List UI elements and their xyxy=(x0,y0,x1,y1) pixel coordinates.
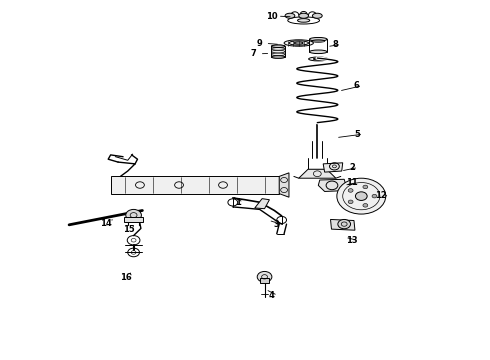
Circle shape xyxy=(337,178,386,214)
Text: 6: 6 xyxy=(353,81,359,90)
Polygon shape xyxy=(124,217,144,222)
Ellipse shape xyxy=(310,37,327,41)
Polygon shape xyxy=(279,173,289,197)
Text: 9: 9 xyxy=(257,39,263,48)
Ellipse shape xyxy=(271,48,285,50)
Ellipse shape xyxy=(271,45,285,48)
Polygon shape xyxy=(331,220,355,230)
Ellipse shape xyxy=(313,13,322,18)
Ellipse shape xyxy=(271,56,285,58)
Polygon shape xyxy=(299,169,336,178)
Circle shape xyxy=(363,203,368,207)
Polygon shape xyxy=(323,163,343,172)
Polygon shape xyxy=(255,199,270,209)
Ellipse shape xyxy=(271,56,285,58)
Circle shape xyxy=(257,271,272,282)
Circle shape xyxy=(338,220,350,229)
Text: 11: 11 xyxy=(345,178,357,187)
Circle shape xyxy=(363,185,368,189)
Ellipse shape xyxy=(310,50,327,54)
Text: 5: 5 xyxy=(354,130,360,139)
Ellipse shape xyxy=(271,53,285,55)
Text: 16: 16 xyxy=(121,273,132,282)
Ellipse shape xyxy=(284,40,314,46)
Polygon shape xyxy=(318,179,345,192)
Ellipse shape xyxy=(271,50,285,53)
Text: 4: 4 xyxy=(269,291,275,300)
Text: 12: 12 xyxy=(375,191,387,200)
Text: 15: 15 xyxy=(123,225,135,234)
Ellipse shape xyxy=(297,19,310,22)
Ellipse shape xyxy=(299,13,309,18)
Ellipse shape xyxy=(271,45,285,48)
Circle shape xyxy=(355,192,367,201)
Text: 7: 7 xyxy=(251,49,257,58)
Circle shape xyxy=(348,200,353,204)
Polygon shape xyxy=(111,176,279,194)
Text: 8: 8 xyxy=(333,40,338,49)
Ellipse shape xyxy=(309,57,328,61)
Text: 1: 1 xyxy=(235,198,241,207)
Text: 2: 2 xyxy=(349,163,355,172)
Text: 10: 10 xyxy=(266,12,278,21)
Text: 3: 3 xyxy=(274,220,280,229)
Ellipse shape xyxy=(285,13,295,18)
Circle shape xyxy=(348,189,353,192)
Polygon shape xyxy=(260,278,270,283)
Circle shape xyxy=(372,194,377,198)
Circle shape xyxy=(126,210,142,221)
Text: 14: 14 xyxy=(100,219,112,228)
Text: 13: 13 xyxy=(346,236,357,245)
